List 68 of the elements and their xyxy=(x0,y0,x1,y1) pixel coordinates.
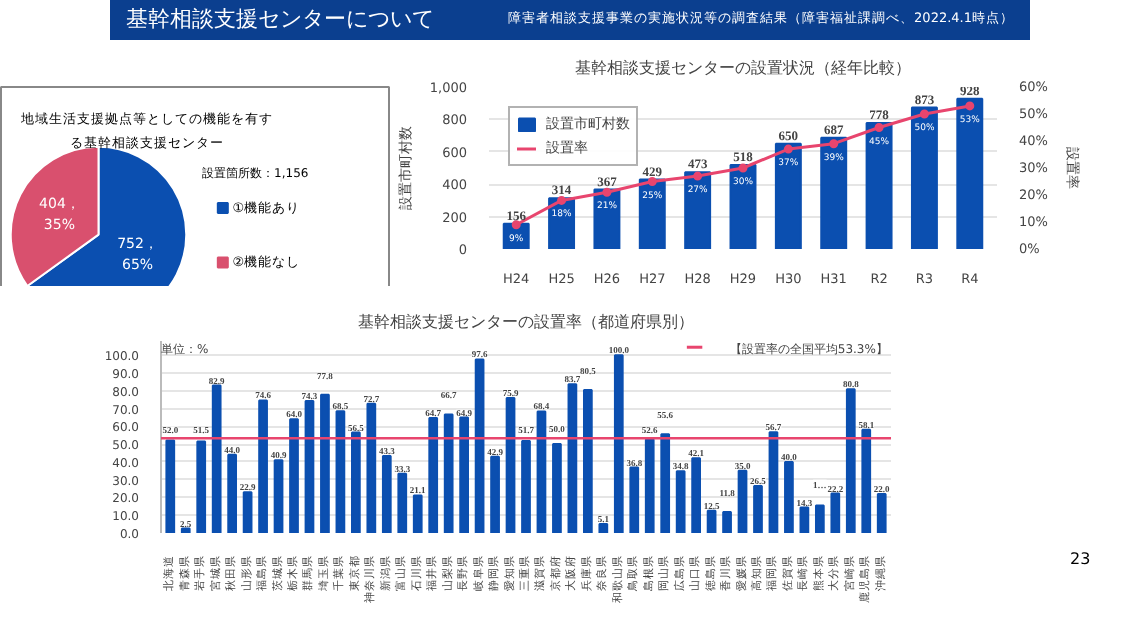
bar xyxy=(768,431,779,533)
bar xyxy=(289,418,299,533)
bar xyxy=(242,491,253,533)
bar xyxy=(737,469,748,533)
bar xyxy=(459,416,469,533)
bar xyxy=(613,354,624,533)
point xyxy=(783,144,793,154)
bar xyxy=(865,121,893,249)
bar xyxy=(845,388,856,533)
bar xyxy=(381,455,392,533)
bar xyxy=(428,416,439,533)
bar xyxy=(799,506,810,533)
bar xyxy=(196,440,207,533)
bar xyxy=(505,397,516,533)
bar xyxy=(366,402,377,533)
bar xyxy=(567,383,578,533)
point xyxy=(511,220,521,230)
chart-title: 基幹相談支援センターの設置状況（経年比較） xyxy=(575,59,911,77)
text: 基幹相談支援センターについて xyxy=(126,4,434,36)
bar xyxy=(774,142,802,249)
bar xyxy=(691,457,701,533)
bar xyxy=(956,97,984,249)
bar xyxy=(180,527,191,533)
bar xyxy=(351,431,361,533)
point xyxy=(602,187,612,197)
bar xyxy=(304,399,315,533)
bar xyxy=(753,484,763,533)
bar xyxy=(784,460,794,533)
bar xyxy=(211,384,222,533)
point xyxy=(874,123,884,132)
bar xyxy=(474,358,485,533)
bar xyxy=(227,453,238,533)
bar xyxy=(490,455,500,533)
point xyxy=(647,177,657,186)
bar xyxy=(675,470,686,533)
bar xyxy=(820,136,848,249)
bar xyxy=(273,459,284,533)
bar xyxy=(552,443,562,533)
bar xyxy=(660,433,671,533)
point xyxy=(738,163,748,173)
bar xyxy=(521,440,531,533)
bar xyxy=(536,410,547,533)
bar xyxy=(412,494,423,533)
bar xyxy=(830,492,841,533)
bar xyxy=(335,410,346,533)
bar xyxy=(861,428,872,533)
point xyxy=(693,171,703,181)
bar xyxy=(598,522,609,533)
bar xyxy=(876,492,887,533)
point xyxy=(557,195,567,205)
bar xyxy=(722,511,732,533)
bar xyxy=(397,472,408,533)
bar xyxy=(910,106,938,249)
point xyxy=(965,101,975,111)
bar xyxy=(684,171,712,249)
chart-title: 基幹相談支援センターの設置率（都道府県別） xyxy=(358,313,694,331)
bar xyxy=(165,439,176,533)
text: 23 xyxy=(1070,548,1091,571)
bar xyxy=(706,509,717,533)
bar xyxy=(583,388,593,533)
bar xyxy=(320,393,330,533)
bar xyxy=(814,504,825,533)
bar xyxy=(258,399,268,533)
bar xyxy=(443,413,454,533)
bar xyxy=(629,466,640,533)
point xyxy=(829,139,839,149)
bar xyxy=(644,438,655,533)
point xyxy=(919,109,929,119)
